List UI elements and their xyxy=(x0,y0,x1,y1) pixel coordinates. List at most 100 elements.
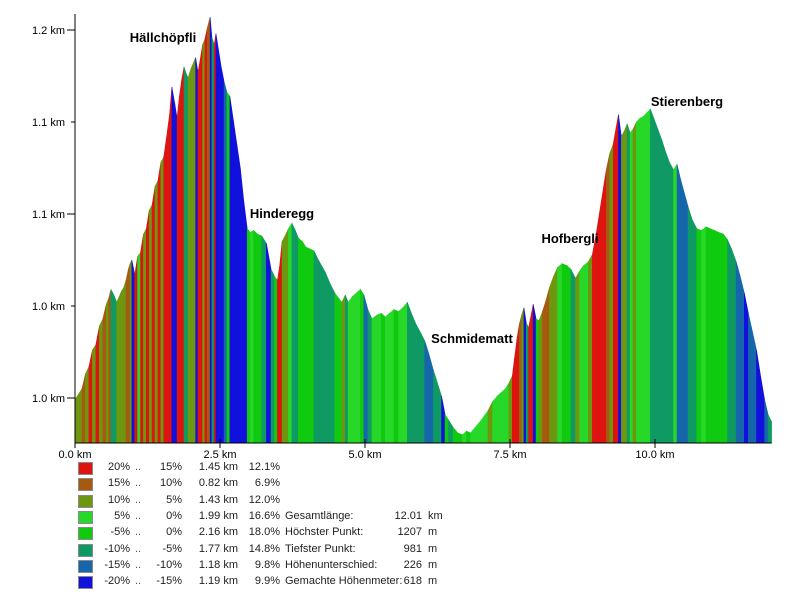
profile-segment xyxy=(174,103,178,444)
profile-segment xyxy=(193,57,196,444)
profile-segment xyxy=(474,421,481,444)
legend-row: -15%.. -10% 1.18 km 9.8% xyxy=(0,558,280,573)
profile-segment xyxy=(448,419,454,444)
profile-segment xyxy=(587,254,593,444)
profile-segment xyxy=(393,309,399,444)
y-axis-tick-label: 1.2 km xyxy=(32,25,65,37)
legend-grade-from: 10% xyxy=(107,493,130,506)
profile-segment xyxy=(626,123,631,444)
legend-separator: .. xyxy=(134,526,142,539)
profile-segment xyxy=(351,292,357,444)
profile-segment xyxy=(274,275,278,444)
profile-segment xyxy=(407,302,412,444)
stat-row: Gemachte Höhenmeter: 618 m xyxy=(0,575,460,589)
profile-segment xyxy=(313,250,318,444)
profile-segment xyxy=(731,248,737,444)
legend-row: 10%.. 5% 1.43 km 12.0% xyxy=(0,493,280,508)
x-axis-tick-label: 2.5 km xyxy=(203,449,236,461)
profile-segment xyxy=(705,226,711,444)
profile-segment xyxy=(321,265,326,444)
legend-grade-to: 15% xyxy=(159,461,182,473)
profile-segment xyxy=(229,96,234,444)
legend-row: -10%.. -5% 1.77 km 14.8% xyxy=(0,542,280,557)
legend-share: 14.8% xyxy=(248,542,280,555)
profile-segment xyxy=(266,243,272,444)
profile-segment xyxy=(683,191,689,444)
legend-separator: .. xyxy=(134,558,142,571)
profile-segment xyxy=(599,191,604,444)
profile-segment xyxy=(204,28,208,444)
profile-segment xyxy=(673,163,678,444)
profile-segment xyxy=(179,79,183,444)
stat-row: Höhenunterschied: 226 m xyxy=(0,559,460,573)
legend-grade-to: 0% xyxy=(166,526,182,539)
legend-separator: .. xyxy=(134,542,142,555)
profile-segment xyxy=(687,206,693,444)
profile-segment xyxy=(623,123,628,444)
legend-share: 9.8% xyxy=(254,558,280,571)
profile-segment xyxy=(261,235,267,444)
legend-grade-to: 5% xyxy=(166,493,182,506)
profile-segment xyxy=(612,127,617,444)
legend-distance: 1.45 km xyxy=(198,461,238,473)
legend-color-swatch xyxy=(78,462,93,475)
profile-segment xyxy=(657,129,663,444)
profile-segment xyxy=(78,387,83,444)
profile-segment xyxy=(347,295,353,444)
profile-segment xyxy=(492,395,498,444)
profile-segment xyxy=(466,430,471,444)
profile-segment xyxy=(236,144,241,444)
stat-label: Tiefster Punkt: xyxy=(285,542,356,555)
stat-unit: m xyxy=(428,558,438,571)
profile-segment xyxy=(206,17,211,444)
profile-segment xyxy=(714,230,720,444)
profile-segment xyxy=(284,228,289,444)
profile-segment xyxy=(615,114,619,444)
profile-segment xyxy=(636,117,641,444)
profile-segment xyxy=(309,248,315,444)
profile-segment xyxy=(360,288,365,444)
profile-segment xyxy=(595,213,600,444)
legend-grade-from: -10% xyxy=(104,542,130,555)
legend-separator: .. xyxy=(134,493,142,506)
legend-distance: 1.19 km xyxy=(198,575,238,588)
profile-segment xyxy=(718,231,724,444)
profile-segment xyxy=(257,233,263,444)
profile-segment xyxy=(99,318,104,444)
profile-segment xyxy=(545,287,550,444)
profile-segment xyxy=(470,426,476,444)
profile-segment xyxy=(457,432,463,444)
y-axis-tick-label: 1.1 km xyxy=(32,209,65,221)
profile-segment xyxy=(419,331,426,444)
profile-segment xyxy=(433,370,438,444)
profile-segment xyxy=(302,240,307,444)
profile-segment xyxy=(102,304,107,444)
profile-segment xyxy=(389,309,395,444)
profile-segment xyxy=(74,393,79,444)
profile-segment xyxy=(665,151,670,444)
profile-segment xyxy=(643,112,648,444)
profile-segment xyxy=(131,259,136,444)
profile-segment xyxy=(223,81,228,444)
profile-segment xyxy=(199,44,203,444)
profile-segment xyxy=(701,226,707,444)
profile-segment xyxy=(691,219,698,444)
profile-segment xyxy=(500,388,506,444)
profile-segment xyxy=(363,294,369,444)
profile-segment xyxy=(195,57,199,444)
profile-segment xyxy=(95,326,100,444)
legend-share: 12.1% xyxy=(248,461,280,473)
profile-segment xyxy=(676,164,681,444)
profile-segment xyxy=(479,415,485,444)
profile-segment xyxy=(609,143,614,444)
profile-segment xyxy=(88,350,93,444)
profile-segment xyxy=(402,301,408,444)
profile-segment xyxy=(764,399,769,444)
peak-label: Hinderegg xyxy=(250,206,314,221)
legend-distance: 1.77 km xyxy=(198,542,238,555)
legend-color-swatch xyxy=(78,576,93,590)
profile-segment xyxy=(483,409,489,444)
profile-segment xyxy=(226,91,231,444)
profile-segment xyxy=(518,315,522,444)
